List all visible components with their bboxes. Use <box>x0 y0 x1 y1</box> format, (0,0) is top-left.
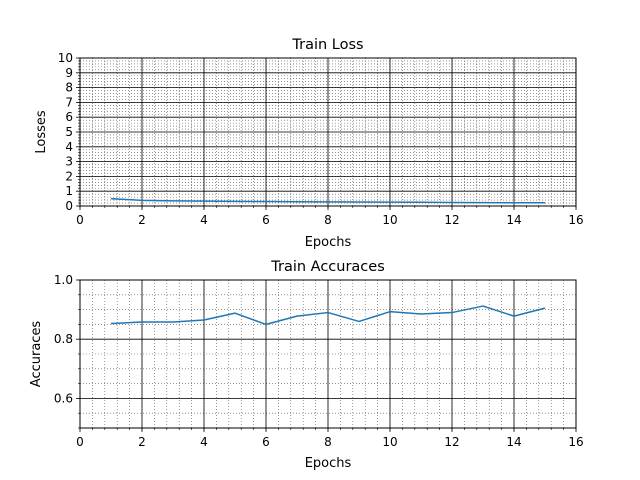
y-tick-label: 5 <box>65 125 73 139</box>
y-tick-label: 1 <box>65 184 73 198</box>
chart-title: Train Loss <box>291 37 363 53</box>
x-tick-label: 2 <box>138 435 146 449</box>
y-tick-label: 0.8 <box>54 332 73 346</box>
y-tick-label: 1.0 <box>54 273 73 287</box>
y-tick-label: 0 <box>65 199 73 213</box>
chart-title: Train Accuraces <box>270 259 385 275</box>
x-tick-label: 2 <box>138 213 146 227</box>
series <box>110 197 545 204</box>
x-tick-label: 14 <box>506 435 521 449</box>
y-tick-label: 9 <box>65 66 73 80</box>
x-tick-label: 12 <box>444 213 459 227</box>
x-tick-label: 0 <box>76 213 84 227</box>
x-tick-label: 8 <box>324 213 332 227</box>
x-tick-label: 14 <box>506 213 521 227</box>
x-tick-label: 8 <box>324 435 332 449</box>
y-tick-label: 8 <box>65 81 73 95</box>
x-axis-label: Epochs <box>305 235 352 250</box>
y-tick-label: 6 <box>65 110 73 124</box>
series <box>110 305 546 326</box>
x-tick-label: 10 <box>382 213 397 227</box>
x-tick-label: 10 <box>382 435 397 449</box>
y-tick-label: 4 <box>65 140 73 154</box>
y-axis-label: Losses <box>34 110 49 154</box>
train-accuraces-chart: 0 2 4 6 8 10 12 14 16 0.6 0.8 1.0 Train Accuraces E… <box>29 259 584 471</box>
x-axis-label: Epochs <box>305 456 352 471</box>
x-tick-label: 4 <box>200 435 208 449</box>
x-tick-label: 6 <box>262 213 270 227</box>
y-tick-label: 0.6 <box>54 391 73 405</box>
x-tick-label: 4 <box>200 213 208 227</box>
ticks: 0 2 4 6 8 10 12 14 16 0.6 0.8 1.0 <box>54 273 584 449</box>
x-tick-label: 16 <box>568 213 583 227</box>
x-tick-label: 16 <box>568 435 583 449</box>
series-line <box>110 197 545 204</box>
series-line <box>110 305 546 326</box>
y-tick-label: 2 <box>65 169 73 183</box>
x-tick-label: 0 <box>76 435 84 449</box>
y-tick-label: 10 <box>58 51 73 65</box>
x-tick-label: 6 <box>262 435 270 449</box>
x-tick-label: 12 <box>444 435 459 449</box>
y-axis-label: Accuraces <box>29 321 44 388</box>
y-tick-label: 3 <box>65 155 73 169</box>
y-tick-label: 7 <box>65 95 73 109</box>
